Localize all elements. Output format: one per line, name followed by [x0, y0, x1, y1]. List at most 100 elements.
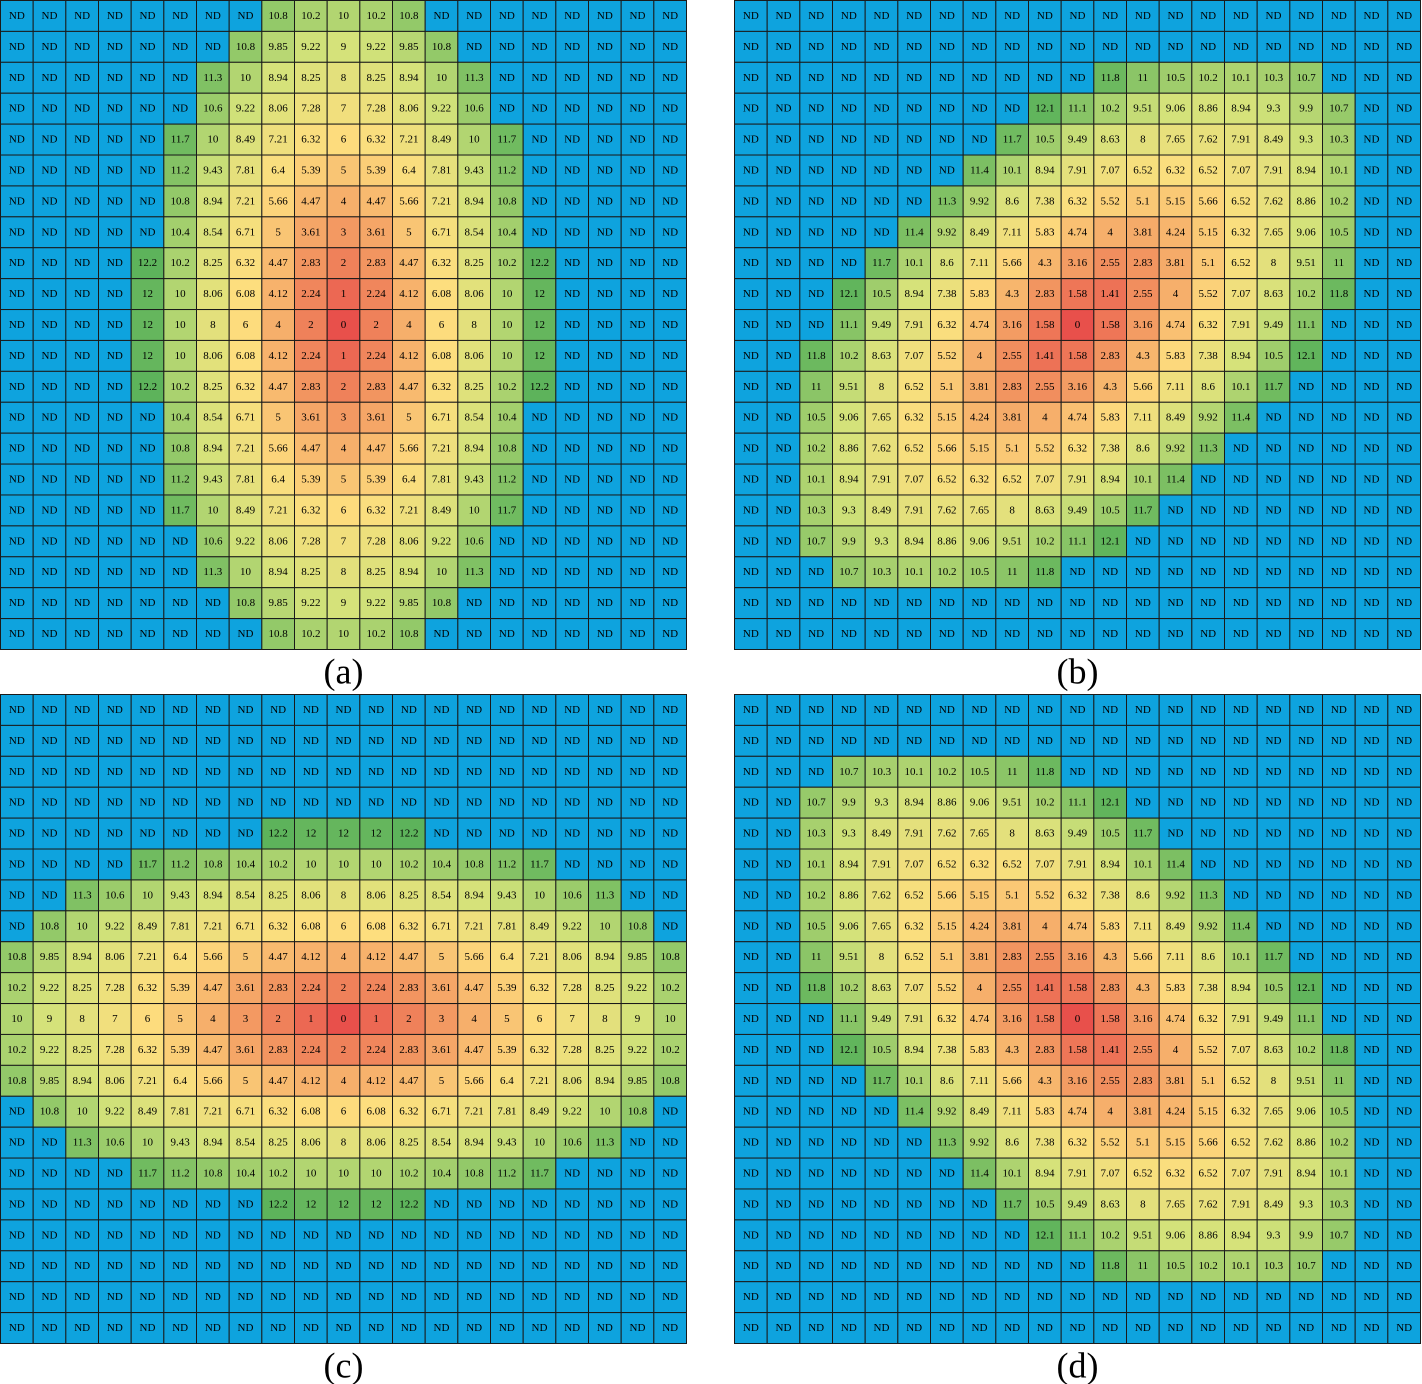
- cell-label: ND: [662, 103, 678, 115]
- cell-label: ND: [1168, 628, 1184, 640]
- cell-label: 6.4: [500, 1075, 514, 1087]
- cell-label: 11.8: [1035, 566, 1054, 578]
- cell-label: ND: [1037, 41, 1053, 53]
- cell-label: ND: [532, 597, 548, 609]
- cell-label: 9.9: [842, 797, 856, 809]
- cell-label: 8.25: [301, 566, 321, 578]
- cell-label: ND: [9, 535, 25, 547]
- cell-label: 7.81: [432, 474, 451, 486]
- cell-label: 10.7: [839, 766, 859, 778]
- cell-label: ND: [939, 103, 955, 115]
- cell-label: ND: [205, 10, 221, 22]
- cell-label: 8: [79, 1013, 85, 1025]
- cell: [326, 123, 361, 156]
- cell-label: 9.49: [1068, 1198, 1088, 1210]
- cell-label: 7.38: [1035, 1137, 1055, 1149]
- cell-label: ND: [1364, 920, 1380, 932]
- cell-label: 9.22: [40, 1044, 59, 1056]
- cell-label: ND: [776, 1075, 792, 1087]
- cell: [424, 556, 459, 589]
- cell-label: 8: [1009, 828, 1015, 840]
- cell-label: ND: [776, 319, 792, 331]
- cell-label: ND: [107, 597, 123, 609]
- cell-label: 6: [341, 1106, 347, 1118]
- cell-label: 7.28: [563, 982, 583, 994]
- cell-label: 11.7: [171, 134, 190, 146]
- cell-label: ND: [1331, 735, 1347, 747]
- cell-label: 10: [338, 628, 350, 640]
- cell-label: ND: [841, 704, 857, 716]
- cell-label: 10.2: [399, 858, 418, 870]
- cell-label: 4: [341, 1075, 347, 1087]
- cell-label: ND: [662, 535, 678, 547]
- cell-label: ND: [74, 597, 90, 609]
- cell-label: ND: [270, 1322, 286, 1334]
- cell-label: 12.2: [138, 257, 157, 269]
- cell-label: ND: [1396, 535, 1412, 547]
- cell-label: ND: [972, 134, 988, 146]
- cell-label: 9.06: [1297, 1106, 1317, 1118]
- cell-label: 8.94: [399, 566, 419, 578]
- cell-label: 8: [210, 319, 216, 331]
- cell-label: 8.86: [1297, 1137, 1317, 1149]
- nd-cell: [1191, 0, 1226, 32]
- cell-label: 6: [341, 134, 347, 146]
- cell-label: 9.22: [301, 41, 320, 53]
- cell-label: ND: [1070, 704, 1086, 716]
- cell-label: ND: [630, 1168, 646, 1180]
- cell-label: 6.32: [1231, 226, 1250, 238]
- cell-label: 8.25: [367, 72, 387, 84]
- cell-label: 4.12: [367, 1075, 386, 1087]
- cell-label: ND: [532, 195, 548, 207]
- cell-label: 10.6: [465, 535, 485, 547]
- cell-label: 4.24: [970, 412, 990, 424]
- cell-label: ND: [874, 1137, 890, 1149]
- cell-label: ND: [1004, 735, 1020, 747]
- cell: [261, 618, 296, 650]
- cell-label: 7.21: [465, 1106, 484, 1118]
- cell-label: 8.94: [905, 288, 925, 300]
- cell: [228, 339, 263, 372]
- cell-label: ND: [662, 504, 678, 516]
- cell-label: ND: [1168, 566, 1184, 578]
- cell: [261, 309, 296, 341]
- cell-label: ND: [1396, 319, 1412, 331]
- cell-label: 6.32: [399, 1106, 418, 1118]
- cell-label: 6: [145, 1013, 151, 1025]
- nd-cell: [32, 309, 67, 341]
- cell-label: ND: [776, 41, 792, 53]
- cell: [326, 92, 361, 125]
- cell-label: ND: [1364, 858, 1380, 870]
- cell-label: 4.47: [399, 951, 419, 963]
- cell-label: ND: [107, 628, 123, 640]
- cell-label: 6.32: [301, 504, 320, 516]
- cell-label: 6.71: [432, 1106, 451, 1118]
- cell-label: ND: [499, 597, 515, 609]
- cell-label: ND: [1331, 443, 1347, 455]
- cell-label: 1: [341, 288, 347, 300]
- cell-label: 6.08: [236, 350, 256, 362]
- cell-label: ND: [662, 257, 678, 269]
- cell: [1060, 154, 1095, 187]
- cell: [261, 401, 296, 434]
- cell-label: 4.74: [1068, 1106, 1088, 1118]
- cell-label: ND: [1298, 704, 1314, 716]
- cell-label: 10.2: [1199, 1260, 1218, 1272]
- cell-label: 5: [439, 1075, 445, 1087]
- cell-label: 10.3: [872, 766, 892, 778]
- cell-label: ND: [564, 10, 580, 22]
- cell-label: 10.2: [7, 982, 26, 994]
- cell-label: 10: [305, 858, 317, 870]
- nd-cell: [766, 92, 801, 125]
- cell-label: ND: [1298, 381, 1314, 393]
- cell-label: ND: [776, 1322, 792, 1334]
- cell-label: 10.8: [171, 195, 191, 207]
- cell-label: ND: [532, 704, 548, 716]
- cell-label: ND: [74, 628, 90, 640]
- cell-label: ND: [1364, 766, 1380, 778]
- cell-label: 9.43: [497, 1137, 517, 1149]
- cell: [130, 370, 165, 403]
- nd-cell: [832, 123, 866, 156]
- cell: [392, 463, 426, 496]
- cell-label: ND: [808, 41, 824, 53]
